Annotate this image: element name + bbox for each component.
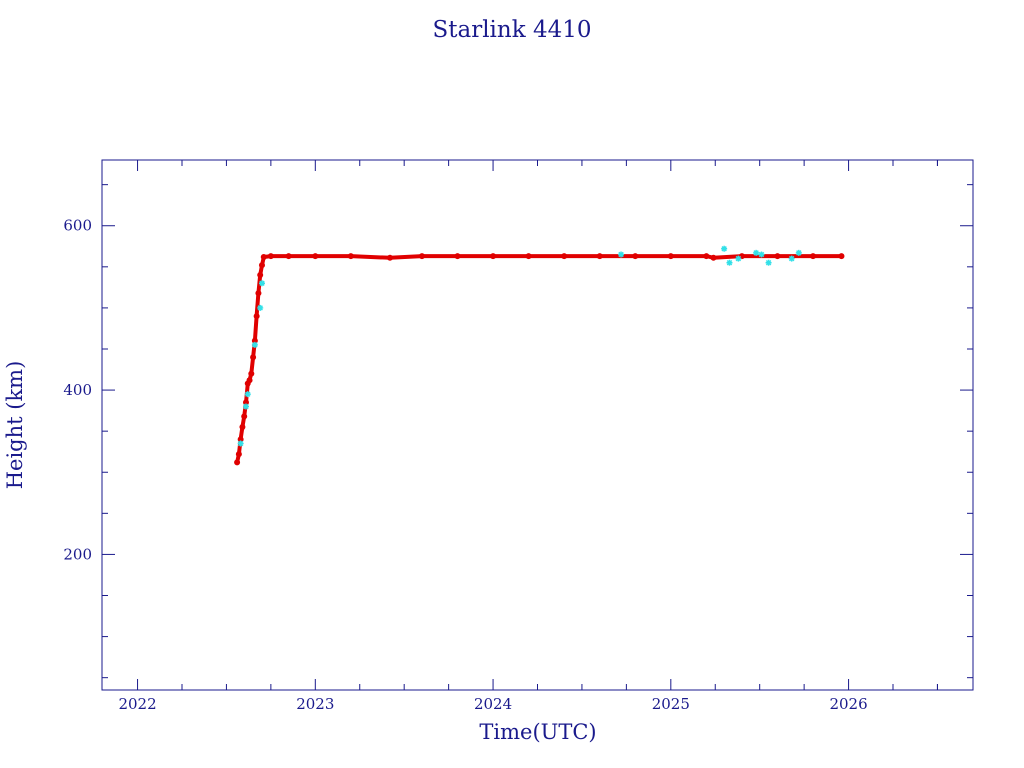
- data-point: [312, 253, 319, 260]
- data-point: [248, 370, 255, 377]
- data-point: [596, 253, 603, 260]
- data-point: [241, 413, 248, 420]
- data-point: [235, 451, 242, 458]
- data-point: [237, 436, 244, 443]
- x-tick-label: 2024: [474, 695, 512, 713]
- data-point: [753, 249, 760, 256]
- data-point: [710, 254, 717, 261]
- data-series-1: [237, 245, 802, 447]
- data-point: [253, 313, 260, 320]
- data-point: [703, 253, 710, 260]
- data-point: [774, 253, 781, 260]
- data-point: [795, 249, 802, 256]
- data-point: [838, 253, 845, 260]
- y-tick-label: 400: [63, 381, 92, 399]
- x-tick-label: 2023: [296, 695, 334, 713]
- data-point: [242, 399, 249, 406]
- y-tick-label: 200: [63, 545, 92, 563]
- axes: 2022 2023 2024 2025 2026 200 400 600: [63, 159, 974, 713]
- data-point: [525, 253, 532, 260]
- data-point: [244, 391, 251, 398]
- data-point: [258, 262, 265, 269]
- data-point: [258, 280, 265, 287]
- plot-frame: [101, 159, 974, 691]
- data-point: [260, 253, 267, 260]
- data-series-0: [234, 253, 845, 466]
- data-point: [721, 245, 728, 252]
- data-point: [267, 253, 274, 260]
- plot-area: [234, 245, 845, 466]
- x-axis-title: Time(UTC): [479, 720, 596, 744]
- data-point: [246, 377, 253, 384]
- x-tick-label: 2025: [652, 695, 690, 713]
- data-point: [738, 253, 745, 260]
- data-point: [735, 255, 742, 262]
- data-point: [561, 253, 568, 260]
- data-point: [255, 290, 262, 297]
- data-point: [490, 253, 497, 260]
- data-point: [251, 337, 258, 344]
- data-point: [386, 254, 393, 261]
- data-point: [726, 259, 733, 266]
- data-point: [257, 272, 264, 279]
- x-tick-label: 2026: [829, 695, 867, 713]
- data-point: [257, 304, 264, 311]
- data-point: [251, 341, 258, 348]
- data-point: [239, 424, 246, 431]
- data-point: [242, 403, 249, 410]
- x-tick-label: 2022: [118, 695, 156, 713]
- data-point: [347, 253, 354, 260]
- data-point: [632, 253, 639, 260]
- data-point: [234, 459, 241, 466]
- data-point: [788, 255, 795, 262]
- data-point: [810, 253, 817, 260]
- data-point: [237, 440, 244, 447]
- data-point: [618, 251, 625, 258]
- data-point: [765, 259, 772, 266]
- chart-title: Starlink 4410: [432, 17, 591, 43]
- data-point: [250, 354, 257, 361]
- y-tick-label: 600: [63, 217, 92, 235]
- series-line: [235, 254, 842, 463]
- data-point: [758, 251, 765, 258]
- data-point: [667, 253, 674, 260]
- data-point: [418, 253, 425, 260]
- data-point: [285, 253, 292, 260]
- data-point: [454, 253, 461, 260]
- y-axis-title: Height (km): [3, 361, 27, 490]
